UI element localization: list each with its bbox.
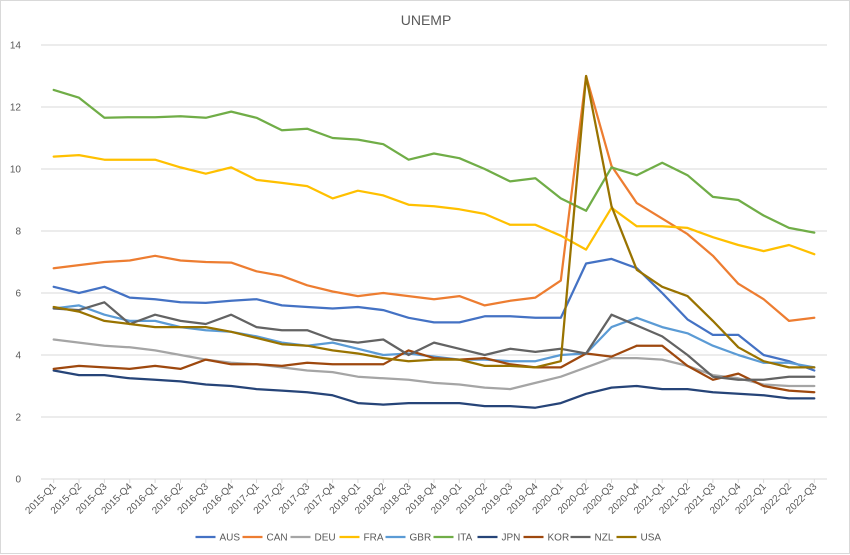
- series-line-fra: [52, 153, 816, 256]
- legend-label: ITA: [458, 533, 473, 544]
- legend-item-kor: KOR: [523, 533, 570, 544]
- legend-label: FRA: [364, 533, 384, 544]
- legend-label: AUS: [220, 533, 241, 544]
- legend-label: USA: [641, 533, 662, 544]
- legend-label: NZL: [595, 533, 614, 544]
- series-line-aus: [52, 257, 816, 372]
- legend: AUS CAN DEU FRA GBR ITA JPN KOR NZL USA: [195, 533, 662, 544]
- series-line-ita: [52, 88, 816, 234]
- y-tick-label: 4: [15, 351, 21, 362]
- legend-item-aus: AUS: [195, 533, 241, 544]
- series-line-usa: [52, 74, 816, 369]
- chart-title: UNEMP: [401, 12, 452, 28]
- legend-item-jpn: JPN: [477, 533, 521, 544]
- legend-item-gbr: GBR: [385, 533, 432, 544]
- legend-item-fra: FRA: [339, 533, 384, 544]
- y-tick-label: 14: [10, 41, 22, 52]
- y-tick-label: 12: [10, 103, 22, 114]
- legend-label: GBR: [410, 533, 432, 544]
- series-lines: [52, 74, 816, 409]
- legend-item-can: CAN: [242, 533, 288, 544]
- legend-item-deu: DEU: [290, 533, 336, 544]
- x-axis: 2015-Q12015-Q22015-Q32015-Q42016-Q12016-…: [23, 479, 820, 517]
- series-line-nzl: [52, 301, 816, 381]
- y-tick-label: 6: [15, 289, 21, 300]
- legend-label: DEU: [315, 533, 336, 544]
- y-axis: 0 2 4 6 8 10 12 14: [10, 41, 22, 486]
- legend-label: JPN: [502, 533, 521, 544]
- y-tick-label: 2: [15, 413, 21, 424]
- y-tick-label: 0: [15, 475, 21, 486]
- legend-label: CAN: [267, 533, 288, 544]
- gridlines: [41, 44, 827, 480]
- series-line-can: [52, 74, 816, 323]
- legend-item-usa: USA: [616, 533, 662, 544]
- series-line-jpn: [52, 369, 816, 409]
- legend-item-nzl: NZL: [570, 533, 614, 544]
- legend-label: KOR: [548, 533, 570, 544]
- legend-item-ita: ITA: [433, 533, 473, 544]
- series-line-kor: [52, 344, 816, 394]
- y-tick-label: 8: [15, 227, 21, 238]
- y-tick-label: 10: [10, 165, 22, 176]
